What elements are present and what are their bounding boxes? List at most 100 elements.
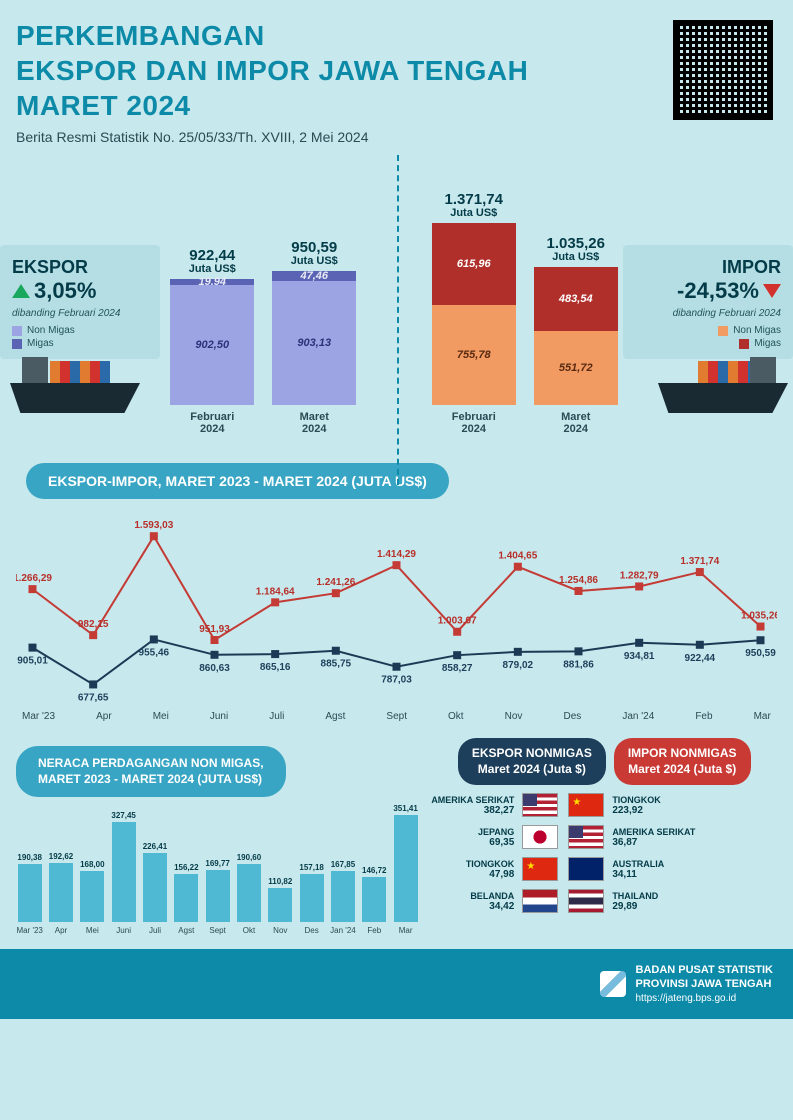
stacked-bar: 1.035,26 Juta US$ 483,54551,72 Maret2024 xyxy=(534,236,618,435)
neraca-bar: 226,41 Juli xyxy=(141,842,168,935)
neraca-bar: 168,00 Mei xyxy=(79,860,106,935)
ekspor-bars: 922,44 Juta US$ 19,94902,50 Februari2024… xyxy=(144,235,383,435)
ekspor-heading: EKSPOR xyxy=(12,257,148,278)
qr-code-icon xyxy=(673,20,773,120)
flag-icon: ★ xyxy=(522,857,558,881)
neraca-bar: 192,62 Apr xyxy=(47,852,74,935)
flag-icon xyxy=(568,857,604,881)
impor-heading: IMPOR xyxy=(635,257,781,278)
legend-item: Non Migas xyxy=(12,325,148,336)
line-marker xyxy=(696,641,704,649)
bar-segment: 903,13 xyxy=(272,281,356,405)
line-value-label: 787,03 xyxy=(381,675,412,686)
title-line-3: MARET 2024 xyxy=(16,90,191,121)
bar-segment: 755,78 xyxy=(432,305,516,405)
impor-bars: 1.371,74 Juta US$ 615,96755,78 Februari2… xyxy=(421,235,630,435)
x-axis-label: Juni xyxy=(210,711,228,722)
line-value-label: 951,93 xyxy=(199,624,230,635)
line-value-label: 1.003,07 xyxy=(438,616,477,627)
impor-note: dibanding Februari 2024 xyxy=(635,308,781,319)
x-axis-label: Mar '23 xyxy=(22,711,55,722)
x-axis-label: Juli xyxy=(269,711,284,722)
country-item: AUSTRALIA 34,11 xyxy=(568,857,695,881)
neraca-bar: 167,85 Jan '24 xyxy=(329,860,356,935)
neraca-bar: 156,22 Agst xyxy=(173,863,200,935)
legend-swatch-icon xyxy=(12,326,22,336)
line-value-label: 1.241,26 xyxy=(316,577,355,588)
line-chart: 1.266,29982,151.593,03951,931.184,641.24… xyxy=(16,507,777,707)
line-value-label: 1.035,26 xyxy=(741,611,777,622)
line-marker xyxy=(514,563,522,571)
impor-countries-pill: IMPOR NONMIGAS Maret 2024 (Juta $) xyxy=(614,738,751,785)
x-axis-label: Nov xyxy=(505,711,523,722)
bar-segment: 615,96 xyxy=(432,223,516,305)
line-marker xyxy=(332,589,340,597)
country-item: ★ TIONGKOK 47,98 xyxy=(431,857,558,881)
legend-swatch-icon xyxy=(718,326,728,336)
ekspor-note: dibanding Februari 2024 xyxy=(12,308,148,319)
impor-panel: 1.371,74 Juta US$ 615,96755,78 Februari2… xyxy=(397,165,793,455)
country-item: JEPANG 69,35 xyxy=(431,825,558,849)
header: PERKEMBANGAN EKSPOR DAN IMPOR JAWA TENGA… xyxy=(0,0,793,155)
line-marker xyxy=(757,636,765,644)
title-line-2: EKSPOR DAN IMPOR JAWA TENGAH xyxy=(16,55,528,86)
line-section: EKSPOR-IMPOR, MARET 2023 - MARET 2024 (J… xyxy=(0,455,793,730)
neraca-bar: 169,77 Sept xyxy=(204,859,231,935)
footer: BADAN PUSAT STATISTIK PROVINSI JAWA TENG… xyxy=(0,949,793,1019)
bps-logo-icon xyxy=(600,971,626,997)
ekspor-legend: Non MigasMigas xyxy=(12,325,148,349)
line-value-label: 1.414,29 xyxy=(377,549,416,560)
line-value-label: 858,27 xyxy=(442,663,473,674)
x-axis-label: Apr xyxy=(96,711,112,722)
flag-icon xyxy=(522,793,558,817)
line-marker xyxy=(271,598,279,606)
x-axis-label: Mei xyxy=(153,711,169,722)
arrow-down-icon xyxy=(763,284,781,298)
line-marker xyxy=(393,663,401,671)
line-marker xyxy=(635,582,643,590)
line-value-label: 955,46 xyxy=(139,647,170,658)
neraca-bar: 146,72 Feb xyxy=(361,866,388,935)
line-value-label: 982,15 xyxy=(78,619,109,630)
ship-icon xyxy=(10,348,140,413)
country-item: ★ TIONGKOK 223,92 xyxy=(568,793,695,817)
line-value-label: 885,75 xyxy=(321,659,352,670)
x-axis-label: Agst xyxy=(325,711,345,722)
line-marker xyxy=(575,647,583,655)
neraca-bar: 190,60 Okt xyxy=(235,853,262,935)
line-value-label: 1.593,03 xyxy=(134,520,173,531)
x-axis-label: Feb xyxy=(695,711,712,722)
impor-country-col: ★ TIONGKOK 223,92 AMERIKA SERIKAT 36,87 … xyxy=(568,793,695,913)
ekspor-card: EKSPOR 3,05% dibanding Februari 2024 Non… xyxy=(0,245,160,359)
line-marker xyxy=(150,532,158,540)
x-axis-label: Des xyxy=(563,711,581,722)
line-marker xyxy=(757,623,765,631)
line-marker xyxy=(453,628,461,636)
bar-segment: 47,46 xyxy=(272,271,356,281)
impor-pct: -24,53% xyxy=(635,278,781,304)
main-title: PERKEMBANGAN EKSPOR DAN IMPOR JAWA TENGA… xyxy=(16,18,777,123)
line-marker xyxy=(89,680,97,688)
line-value-label: 1.282,79 xyxy=(620,570,659,581)
flag-icon xyxy=(568,825,604,849)
subtitle: Berita Resmi Statistik No. 25/05/33/Th. … xyxy=(16,129,777,145)
ekspor-country-col: AMERIKA SERIKAT 382,27 JEPANG 69,35 ★ TI… xyxy=(431,793,558,913)
line-marker xyxy=(332,647,340,655)
x-axis-label: Mar xyxy=(754,711,771,722)
line-value-label: 922,44 xyxy=(685,653,716,664)
line-marker xyxy=(150,635,158,643)
flag-icon xyxy=(522,825,558,849)
country-item: BELANDA 34,42 xyxy=(431,889,558,913)
ship-icon xyxy=(658,348,788,413)
ekspor-pct: 3,05% xyxy=(12,278,148,304)
bar-segment: 902,50 xyxy=(170,285,254,405)
bar-segment: 551,72 xyxy=(534,331,618,405)
legend-swatch-icon xyxy=(12,339,22,349)
line-marker xyxy=(393,561,401,569)
line-value-label: 865,16 xyxy=(260,662,291,673)
arrow-up-icon xyxy=(12,284,30,298)
neraca-bar: 327,45 Juni xyxy=(110,811,137,935)
country-item: AMERIKA SERIKAT 382,27 xyxy=(431,793,558,817)
bar-segment: 483,54 xyxy=(534,267,618,331)
stacked-bar: 922,44 Juta US$ 19,94902,50 Februari2024 xyxy=(170,248,254,435)
